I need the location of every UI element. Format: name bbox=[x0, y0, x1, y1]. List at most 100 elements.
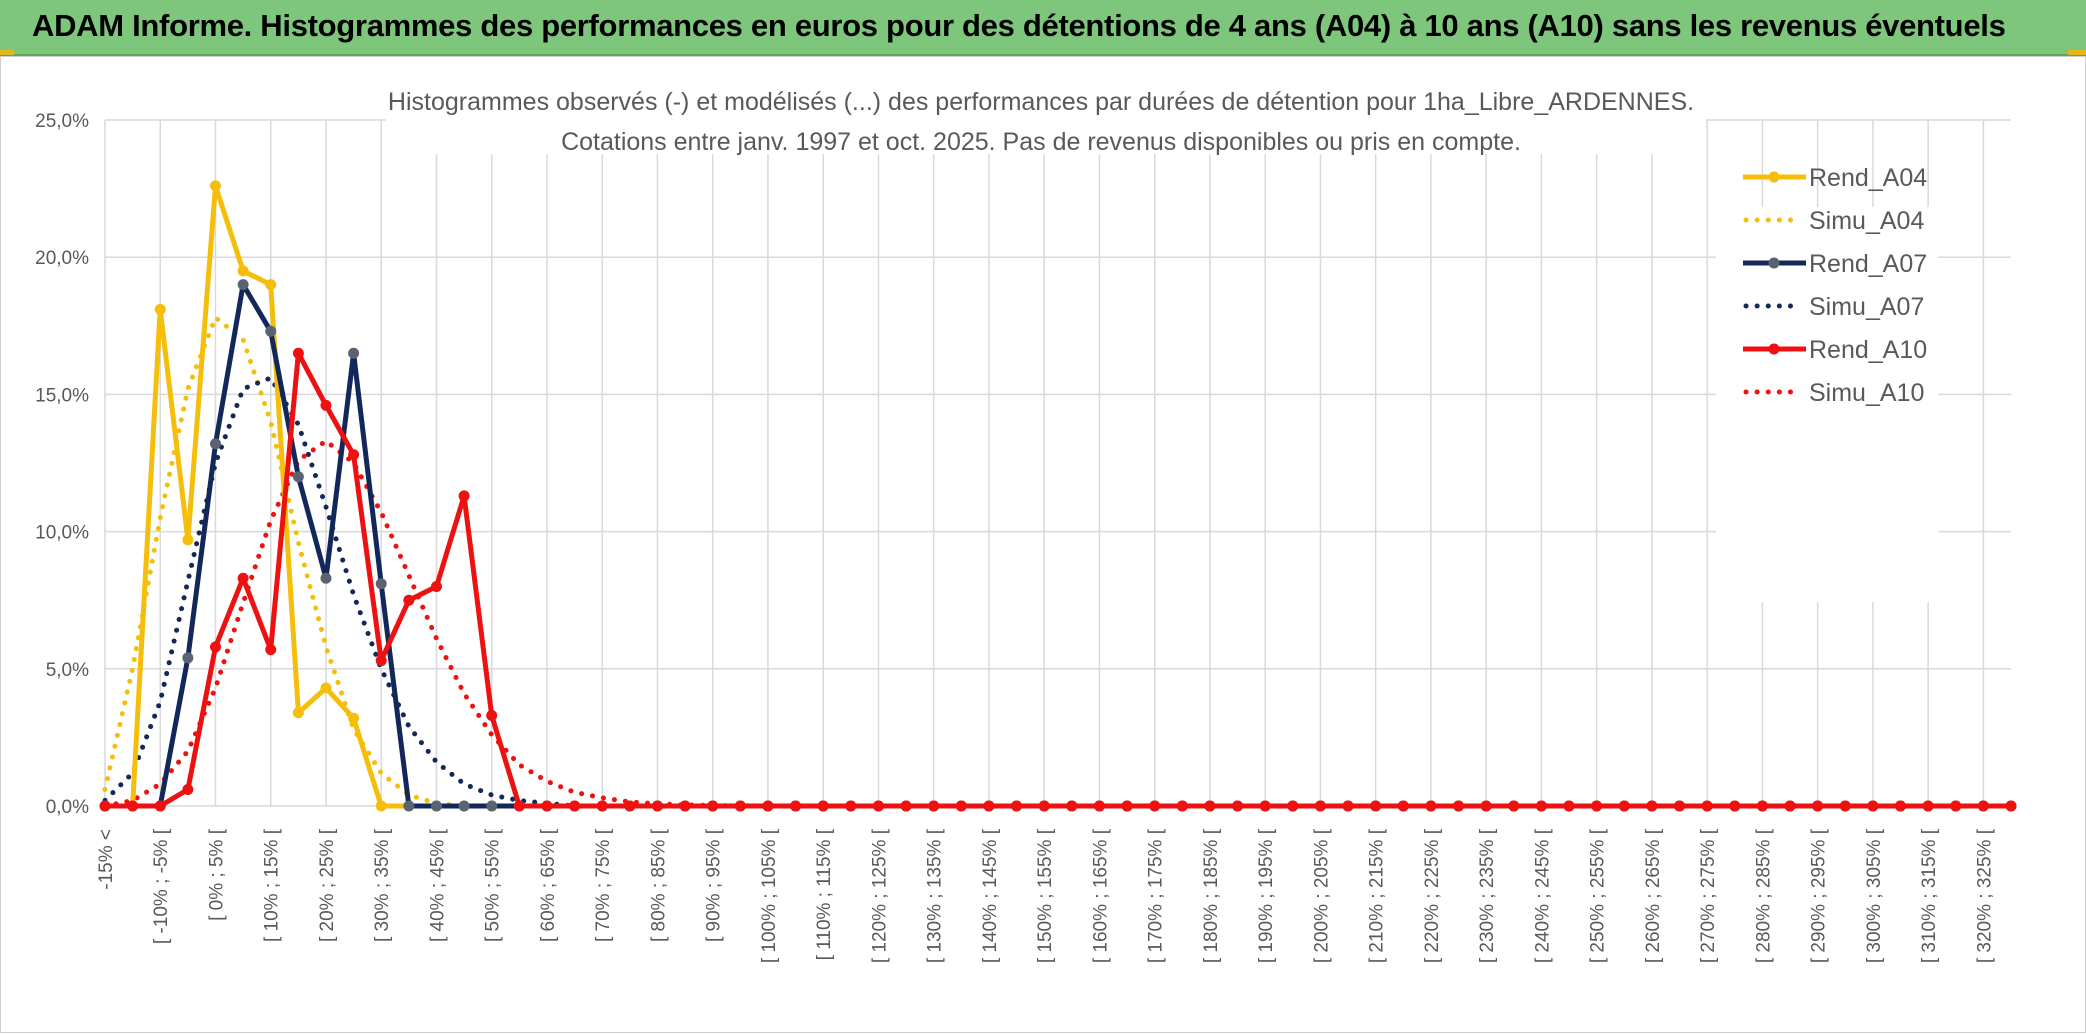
x-tick-label: [ 250% ; 255% [ bbox=[1588, 828, 1609, 963]
point-Rend_A10 bbox=[1287, 800, 1299, 812]
point-Rend_A10 bbox=[1232, 800, 1244, 812]
point-Rend_A10 bbox=[1812, 800, 1824, 812]
point-Rend_A07 bbox=[348, 347, 360, 359]
point-Rend_A07 bbox=[265, 325, 277, 337]
x-tick-label: [ 150% ; 155% [ bbox=[1035, 828, 1056, 963]
point-Rend_A07 bbox=[458, 800, 470, 812]
point-Rend_A10 bbox=[817, 800, 829, 812]
point-Rend_A10 bbox=[1591, 800, 1603, 812]
x-tick-label: [ 310% ; 315% [ bbox=[1919, 828, 1940, 963]
point-Rend_A10 bbox=[1066, 800, 1078, 812]
x-tick-label: [ 120% ; 125% [ bbox=[869, 828, 890, 963]
point-Rend_A04 bbox=[265, 279, 277, 291]
x-tick-label: [ 240% ; 245% [ bbox=[1532, 828, 1553, 963]
point-Rend_A10 bbox=[209, 641, 221, 653]
x-tick-label: [ 130% ; 135% [ bbox=[925, 828, 946, 963]
x-tick-label: [ 30% ; 35% [ bbox=[372, 828, 393, 942]
legend-label: Simu_A07 bbox=[1809, 293, 1924, 321]
point-Rend_A07 bbox=[430, 800, 442, 812]
point-Rend_A10 bbox=[983, 800, 995, 812]
x-tick-label: [ 40% ; 45% [ bbox=[427, 828, 448, 942]
point-Rend_A10 bbox=[1370, 800, 1382, 812]
point-Rend_A10 bbox=[569, 800, 581, 812]
legend-marker bbox=[1768, 171, 1780, 183]
point-Rend_A10 bbox=[292, 347, 304, 359]
legend-label: Rend_A10 bbox=[1809, 336, 1927, 364]
x-tick-label: [ 80% ; 85% [ bbox=[648, 828, 669, 942]
point-Rend_A10 bbox=[127, 800, 139, 812]
corner-accent-left bbox=[0, 50, 14, 55]
point-Rend_A10 bbox=[1839, 800, 1851, 812]
point-Rend_A10 bbox=[1729, 800, 1741, 812]
point-Rend_A10 bbox=[1011, 800, 1023, 812]
legend-item-Simu_A10: Simu_A10 bbox=[1743, 379, 1924, 407]
y-tick-label: 25,0% bbox=[35, 111, 89, 132]
x-tick-label: [ -10% ; -5% [ bbox=[151, 828, 172, 944]
point-Rend_A10 bbox=[403, 594, 415, 606]
point-Rend_A10 bbox=[928, 800, 940, 812]
legend-label: Simu_A04 bbox=[1809, 207, 1924, 235]
x-tick-label: [ 230% ; 235% [ bbox=[1477, 828, 1498, 963]
legend-item-Rend_A07: Rend_A07 bbox=[1743, 250, 1927, 278]
x-tick-label: [ 140% ; 145% [ bbox=[980, 828, 1001, 963]
y-tick-label: 5,0% bbox=[46, 660, 89, 681]
point-Rend_A07 bbox=[320, 572, 332, 584]
point-Rend_A10 bbox=[707, 800, 719, 812]
point-Rend_A04 bbox=[154, 303, 166, 315]
point-Rend_A10 bbox=[2005, 800, 2017, 812]
x-tick-label: [ 70% ; 75% [ bbox=[593, 828, 614, 942]
x-tick-label: [ 220% ; 225% [ bbox=[1422, 828, 1443, 963]
corner-accent-right bbox=[2068, 50, 2086, 55]
point-Rend_A10 bbox=[872, 800, 884, 812]
point-Rend_A10 bbox=[1867, 800, 1879, 812]
point-Rend_A10 bbox=[458, 490, 470, 502]
point-Rend_A07 bbox=[403, 800, 415, 812]
x-tick-label: [ 0% ; 5% [ bbox=[206, 828, 227, 921]
x-tick-label: [ 10% ; 15% [ bbox=[262, 828, 283, 942]
x-tick-label: [ 320% ; 325% [ bbox=[1974, 828, 1995, 963]
chart-title: Histogrammes observés (-) et modélisés (… bbox=[388, 88, 1694, 116]
x-tick-label: [ 260% ; 265% [ bbox=[1643, 828, 1664, 963]
chart-title-background bbox=[386, 80, 1706, 154]
point-Rend_A10 bbox=[1895, 800, 1907, 812]
chart-svg: Histogrammes observés (-) et modélisés (… bbox=[35, 80, 2017, 963]
point-Rend_A10 bbox=[1563, 800, 1575, 812]
x-tick-label: [ 190% ; 195% [ bbox=[1256, 828, 1277, 963]
y-axis: 0,0% 5,0% 10,0% 15,0% 20,0% 25,0% bbox=[35, 111, 89, 818]
point-Rend_A10 bbox=[624, 800, 636, 812]
y-tick-label: 0,0% bbox=[46, 797, 89, 818]
point-Rend_A10 bbox=[1121, 800, 1133, 812]
report-banner: ADAM Informe. Histogrammes des performan… bbox=[0, 0, 2086, 56]
y-tick-label: 20,0% bbox=[35, 248, 89, 269]
point-Rend_A07 bbox=[182, 652, 194, 664]
point-Rend_A10 bbox=[1618, 800, 1630, 812]
point-Rend_A10 bbox=[1149, 800, 1161, 812]
point-Rend_A10 bbox=[845, 800, 857, 812]
point-Rend_A10 bbox=[320, 399, 332, 411]
point-Rend_A10 bbox=[1425, 800, 1437, 812]
legend-marker bbox=[1768, 343, 1780, 355]
point-Rend_A10 bbox=[1204, 800, 1216, 812]
point-Rend_A07 bbox=[209, 438, 221, 450]
legend-item-Rend_A10: Rend_A10 bbox=[1743, 336, 1927, 364]
point-Rend_A10 bbox=[955, 800, 967, 812]
x-tick-label: [ 290% ; 295% [ bbox=[1809, 828, 1830, 963]
legend-label: Rend_A07 bbox=[1809, 250, 1927, 278]
point-Rend_A10 bbox=[1508, 800, 1520, 812]
point-Rend_A10 bbox=[430, 580, 442, 592]
point-Rend_A10 bbox=[1977, 800, 1989, 812]
x-tick-label: [ 200% ; 205% [ bbox=[1311, 828, 1332, 963]
point-Rend_A10 bbox=[679, 800, 691, 812]
point-Rend_A07 bbox=[375, 578, 387, 590]
legend-marker bbox=[1768, 257, 1780, 269]
point-Rend_A04 bbox=[237, 265, 249, 277]
y-tick-label: 10,0% bbox=[35, 523, 89, 544]
point-Rend_A10 bbox=[154, 800, 166, 812]
x-tick-label: [ 90% ; 95% [ bbox=[704, 828, 725, 942]
point-Rend_A10 bbox=[1342, 800, 1354, 812]
point-Rend_A10 bbox=[1756, 800, 1768, 812]
report-title: ADAM Informe. Histogrammes des performan… bbox=[32, 8, 2006, 43]
point-Rend_A10 bbox=[1784, 800, 1796, 812]
y-tick-label: 15,0% bbox=[35, 385, 89, 406]
x-tick-label: [ 60% ; 65% [ bbox=[538, 828, 559, 942]
